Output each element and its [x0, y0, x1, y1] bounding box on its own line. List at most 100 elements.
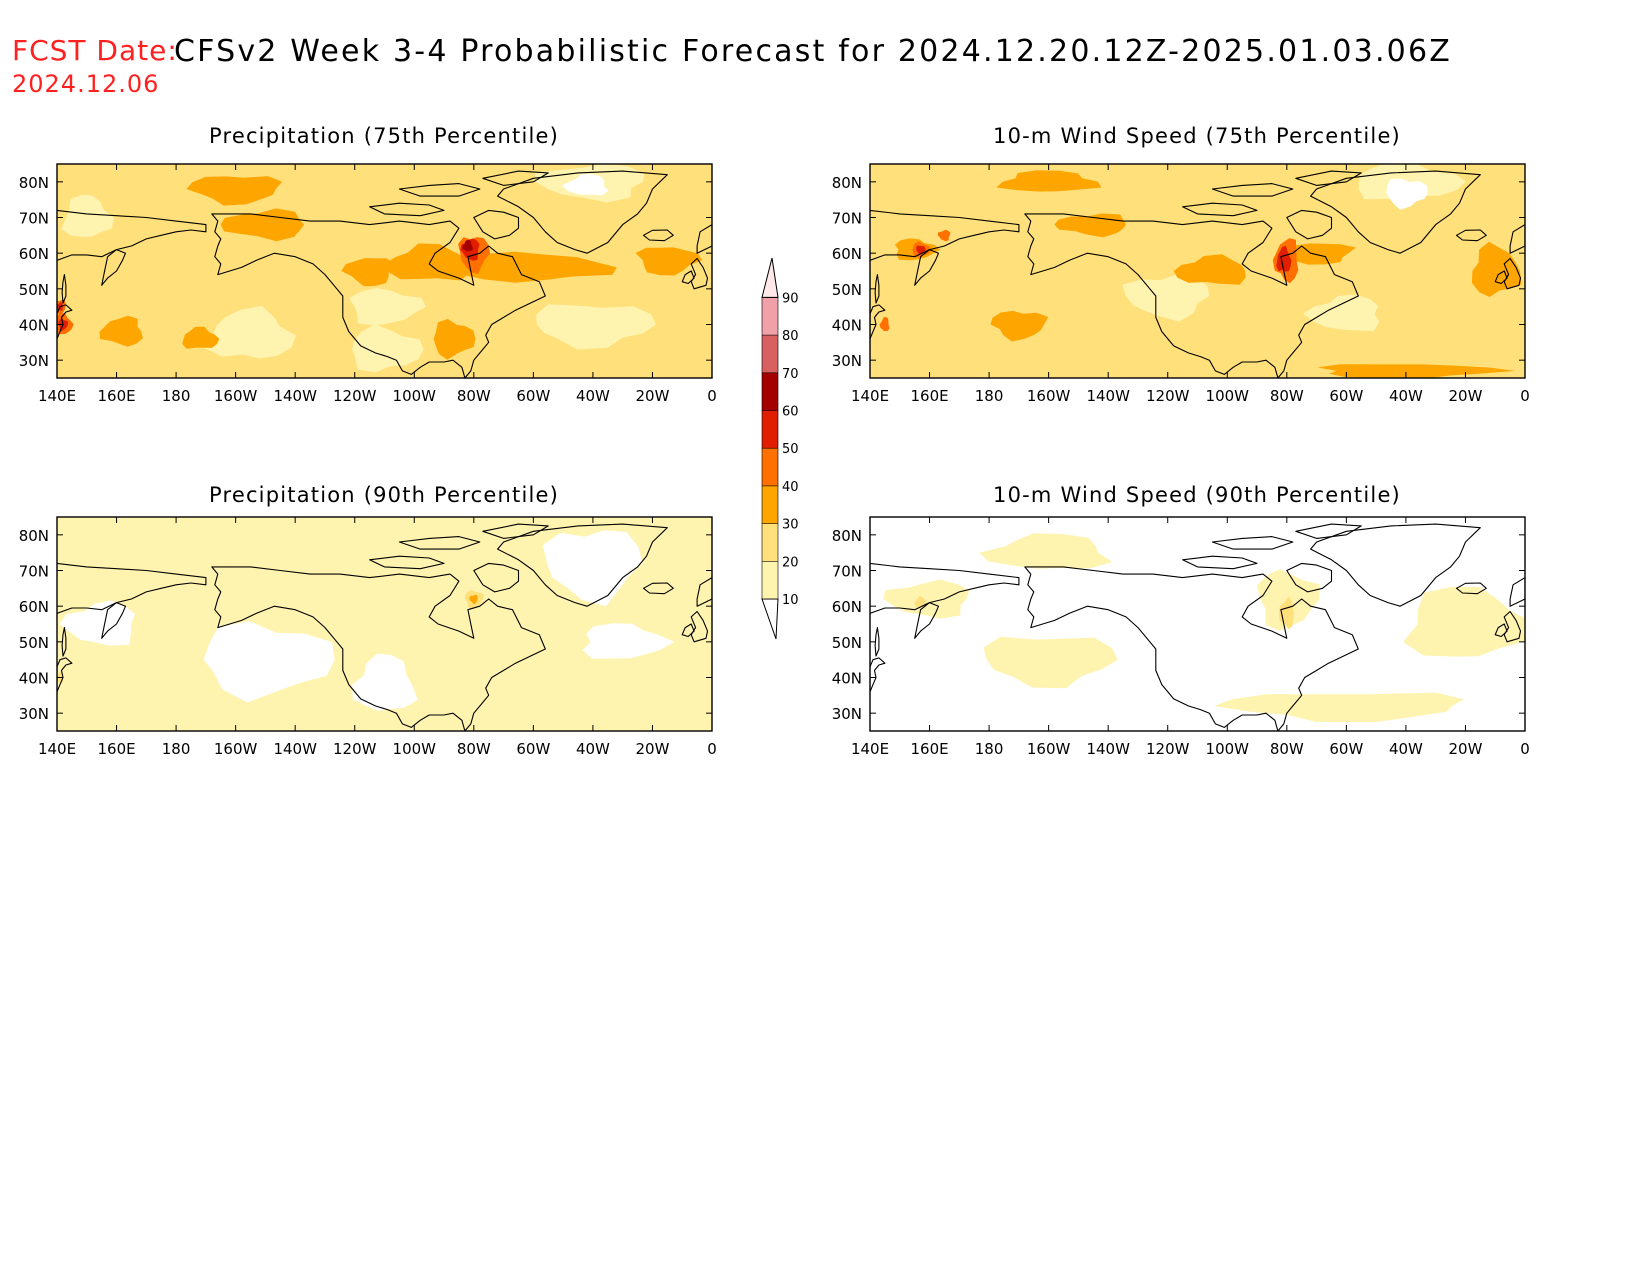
- forecast-date: 2024.12.06: [12, 70, 160, 98]
- probability-region: [99, 315, 143, 347]
- colorbar-segment: [762, 485, 778, 524]
- lon-tick-label: 140E: [38, 387, 76, 405]
- map-panel-precip90: 140E 160E 180 160W 140W 120W 100W 80W 60W 40W 20W 0…: [19, 516, 717, 758]
- lon-tick-label: 160W: [214, 740, 258, 758]
- probability-region: [1303, 294, 1380, 331]
- probability-region: [182, 326, 220, 349]
- lon-tick-label: 100W: [1206, 387, 1250, 405]
- lon-tick-label: 60W: [516, 387, 550, 405]
- lon-tick-label: 140E: [38, 740, 76, 758]
- probability-region: [341, 258, 395, 287]
- lat-tick-label: 70N: [832, 210, 862, 228]
- lat-tick-label: 40N: [19, 317, 49, 335]
- lon-tick-label: 40W: [1389, 740, 1423, 758]
- colorbar-level-label: 40: [782, 480, 799, 495]
- lon-tick-label: 40W: [576, 740, 610, 758]
- probability-region: [937, 229, 951, 242]
- lon-tick-label: 160W: [1027, 387, 1071, 405]
- lon-tick-label: 100W: [393, 387, 437, 405]
- lon-tick-label: 160E: [97, 387, 135, 405]
- colorbar-segment: [762, 335, 778, 373]
- lat-tick-label: 40N: [832, 317, 862, 335]
- map-frame: [56, 163, 713, 379]
- colorbar-level-label: 90: [782, 291, 799, 306]
- lon-tick-label: 180: [162, 740, 191, 758]
- probability-region: [1403, 586, 1525, 657]
- lon-tick-label: 140W: [273, 740, 317, 758]
- coastlines: [870, 170, 1525, 378]
- probability-region: [996, 170, 1102, 192]
- probability-region: [186, 176, 283, 206]
- lat-tick-label: 80N: [832, 174, 862, 192]
- probability-region: [1317, 364, 1516, 378]
- probability-region: [1386, 178, 1428, 210]
- probability-region: [220, 208, 305, 242]
- lon-tick-label: 40W: [576, 387, 610, 405]
- lat-tick-label: 70N: [19, 210, 49, 228]
- coastlines: [870, 523, 1525, 731]
- lon-tick-label: 20W: [1448, 387, 1482, 405]
- lon-tick-label: 160W: [1027, 740, 1071, 758]
- probability-region: [462, 240, 474, 252]
- probability-region: [460, 251, 617, 283]
- coastlines: [57, 170, 712, 378]
- probability-region: [433, 318, 476, 360]
- probability-region: [1278, 596, 1294, 630]
- panel-title-wind75: 10-m Wind Speed (75th Percentile): [993, 124, 1401, 148]
- lon-tick-label: 40W: [1389, 387, 1423, 405]
- lon-tick-label: 0: [1520, 740, 1530, 758]
- lon-tick-label: 160W: [214, 387, 258, 405]
- lon-tick-label: 60W: [516, 740, 550, 758]
- lat-tick-label: 50N: [832, 281, 862, 299]
- lat-tick-label: 30N: [19, 352, 49, 370]
- probability-region: [979, 533, 1113, 569]
- lon-tick-label: 160E: [97, 740, 135, 758]
- lon-tick-label: 100W: [1206, 740, 1250, 758]
- colorbar-level-label: 70: [782, 367, 799, 382]
- lon-tick-label: 100W: [393, 740, 437, 758]
- page-title: CFSv2 Week 3-4 Probabilistic Forecast fo…: [174, 34, 1453, 69]
- lon-tick-label: 20W: [635, 740, 669, 758]
- probability-region: [983, 636, 1118, 689]
- lat-tick-label: 70N: [19, 563, 49, 581]
- colorbar: 10 20 30 40 50 60 70 80 90: [761, 257, 799, 640]
- lat-tick-label: 60N: [832, 598, 862, 616]
- colorbar-segment: [762, 448, 778, 486]
- probability-region: [990, 310, 1049, 342]
- lon-tick-label: 120W: [1146, 740, 1190, 758]
- map-frame: [56, 516, 713, 732]
- lat-tick-label: 50N: [19, 634, 49, 652]
- colorbar-segment: [762, 410, 778, 449]
- map-panel-wind75: 140E 160E 180 160W 140W 120W 100W 80W 60W 40W 20W 0…: [832, 163, 1530, 405]
- lon-tick-label: 120W: [333, 387, 377, 405]
- lon-tick-label: 80W: [1270, 387, 1304, 405]
- lon-tick-label: 180: [975, 740, 1004, 758]
- lat-tick-label: 60N: [832, 245, 862, 263]
- map-frame: [869, 516, 1526, 732]
- colorbar-level-label: 50: [782, 442, 799, 457]
- panel-title-precip90: Precipitation (90th Percentile): [208, 483, 560, 507]
- lon-tick-label: 80W: [457, 387, 491, 405]
- colorbar-level-label: 60: [782, 405, 799, 420]
- probability-region: [635, 247, 703, 276]
- lon-tick-label: 140E: [851, 387, 889, 405]
- map-panel-wind90: 140E 160E 180 160W 140W 120W 100W 80W 60W 40W 20W 0…: [832, 516, 1530, 758]
- probability-region: [879, 317, 890, 331]
- lon-tick-label: 120W: [1146, 387, 1190, 405]
- lat-tick-label: 30N: [832, 352, 862, 370]
- colorbar-segment: [762, 297, 778, 336]
- probability-region: [1358, 164, 1467, 200]
- lat-tick-label: 30N: [19, 705, 49, 723]
- panel-title-precip75: Precipitation (75th Percentile): [208, 124, 560, 148]
- probability-region: [582, 623, 675, 659]
- lon-tick-label: 180: [162, 387, 191, 405]
- colorbar-level-label: 80: [782, 329, 799, 344]
- probability-region: [469, 594, 478, 605]
- probability-region: [1173, 254, 1246, 285]
- lon-tick-label: 60W: [1329, 387, 1363, 405]
- colorbar-level-label: 10: [782, 593, 799, 608]
- probability-region: [203, 621, 335, 703]
- lat-tick-label: 70N: [832, 563, 862, 581]
- lon-tick-label: 160E: [910, 387, 948, 405]
